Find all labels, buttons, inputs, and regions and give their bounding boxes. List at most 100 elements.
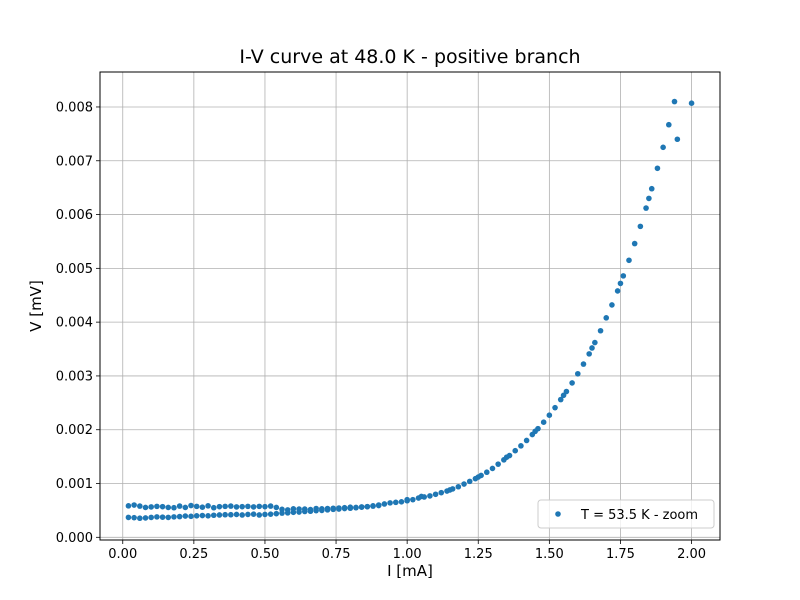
- data-point: [660, 144, 666, 151]
- data-point: [370, 503, 376, 509]
- data-point: [142, 515, 149, 521]
- data-point: [137, 515, 143, 522]
- data-point: [216, 503, 223, 510]
- data-point: [574, 370, 581, 377]
- data-point: [182, 504, 189, 511]
- data-point: [589, 345, 595, 351]
- data-point: [239, 512, 246, 518]
- data-point: [188, 513, 194, 520]
- data-point: [387, 500, 393, 506]
- legend: T = 53.5 K - zoom: [537, 499, 715, 529]
- data-point: [643, 205, 649, 211]
- data-point: [330, 506, 337, 513]
- data-point: [557, 396, 564, 403]
- data-point: [503, 454, 510, 460]
- data-point: [205, 503, 211, 509]
- data-point: [552, 404, 558, 411]
- data-point: [410, 496, 416, 503]
- data-point: [438, 489, 445, 496]
- data-point: [188, 502, 194, 509]
- data-point: [262, 511, 268, 518]
- data-point: [279, 510, 285, 516]
- data-point: [273, 504, 280, 511]
- data-point: [228, 511, 234, 518]
- data-point: [375, 502, 382, 509]
- y-tick-label: 0.000: [56, 531, 93, 546]
- data-point: [233, 504, 240, 510]
- data-point: [688, 100, 695, 106]
- data-point: [626, 257, 632, 264]
- data-point: [290, 509, 297, 516]
- data-point: [131, 502, 137, 508]
- data-point: [495, 461, 501, 467]
- chart-title: I-V curve at 48.0 K - positive branch: [239, 46, 580, 68]
- data-point: [256, 503, 263, 510]
- data-point: [159, 514, 166, 520]
- data-point: [262, 503, 268, 510]
- data-point: [182, 513, 189, 519]
- data-point: [546, 412, 553, 419]
- data-point: [475, 474, 482, 480]
- data-point: [336, 506, 342, 512]
- data-point: [154, 503, 160, 510]
- data-point: [307, 508, 314, 515]
- data-point: [654, 165, 661, 172]
- data-point: [674, 136, 681, 143]
- data-point: [418, 493, 425, 500]
- x-tick-label: 0.25: [179, 547, 208, 562]
- grid-lines: [100, 72, 720, 540]
- data-point: [592, 339, 598, 346]
- data-point: [176, 503, 183, 509]
- y-axis-ticks: 0.000 0.001 0.002 0.003 0.004 0.005 0.006 0.007…: [56, 100, 100, 546]
- data-point: [239, 503, 246, 510]
- data-point: [222, 511, 228, 518]
- data-point: [580, 361, 587, 367]
- data-point: [398, 499, 405, 505]
- data-point: [324, 507, 331, 513]
- x-tick-label: 0.50: [250, 547, 279, 562]
- data-point: [193, 503, 200, 510]
- data-point: [245, 511, 251, 518]
- data-point: [250, 511, 257, 517]
- data-point: [560, 392, 567, 399]
- data-point: [210, 512, 217, 519]
- x-tick-label: 0.00: [108, 547, 137, 562]
- data-point: [518, 443, 524, 449]
- data-point: [532, 428, 538, 435]
- legend-box: [537, 499, 715, 529]
- data-point: [637, 223, 644, 230]
- data-point: [284, 510, 291, 516]
- y-tick-label: 0.001: [56, 477, 93, 492]
- data-point: [392, 499, 399, 506]
- data-point: [216, 512, 223, 518]
- data-point: [125, 514, 132, 521]
- data-point: [483, 469, 490, 476]
- data-point: [447, 487, 453, 493]
- data-point: [404, 496, 410, 503]
- data-point: [609, 302, 615, 308]
- data-point: [148, 504, 154, 510]
- plot-area-frame: [99, 71, 721, 541]
- y-tick-label: 0.004: [56, 316, 93, 331]
- data-point: [125, 503, 132, 509]
- data-point: [165, 504, 172, 511]
- legend-marker: [555, 511, 561, 517]
- data-point: [347, 505, 354, 512]
- data-point: [353, 504, 359, 511]
- data-point: [296, 509, 302, 515]
- data-point: [131, 514, 137, 521]
- data-point: [523, 437, 530, 444]
- data-point: [176, 513, 183, 520]
- data-point: [222, 503, 228, 510]
- data-point: [617, 280, 624, 287]
- data-point: [540, 419, 547, 425]
- data-point: [358, 504, 365, 510]
- data-point: [228, 503, 234, 509]
- data-point: [193, 512, 200, 519]
- data-point: [461, 481, 467, 487]
- data-point: [245, 503, 251, 510]
- data-point: [586, 351, 592, 357]
- y-tick-label: 0.007: [56, 154, 93, 169]
- data-point: [148, 514, 154, 521]
- data-point: [512, 447, 519, 454]
